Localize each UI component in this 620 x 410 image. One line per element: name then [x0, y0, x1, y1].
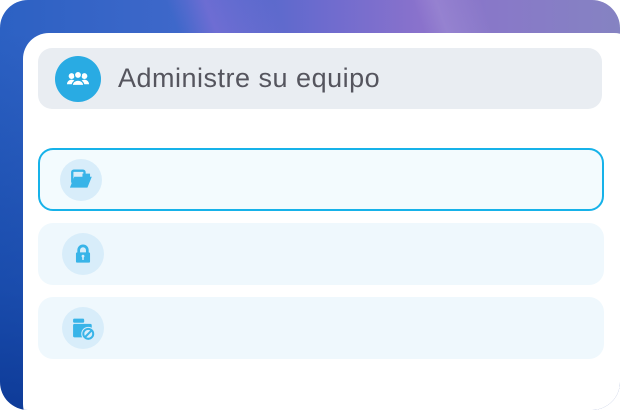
main-card: Administre su equipo [23, 33, 620, 410]
menu-item-folder-blocked[interactable] [38, 297, 604, 359]
header-bar: Administre su equipo [38, 48, 602, 109]
page-title: Administre su equipo [118, 63, 381, 93]
menu-list [38, 148, 604, 371]
folder-blocked-icon [62, 307, 104, 349]
team-group-icon [55, 55, 101, 102]
menu-item-open-folder[interactable] [38, 148, 604, 211]
menu-item-lock[interactable] [38, 223, 604, 285]
lock-icon [62, 233, 104, 275]
open-folder-icon [60, 158, 102, 201]
